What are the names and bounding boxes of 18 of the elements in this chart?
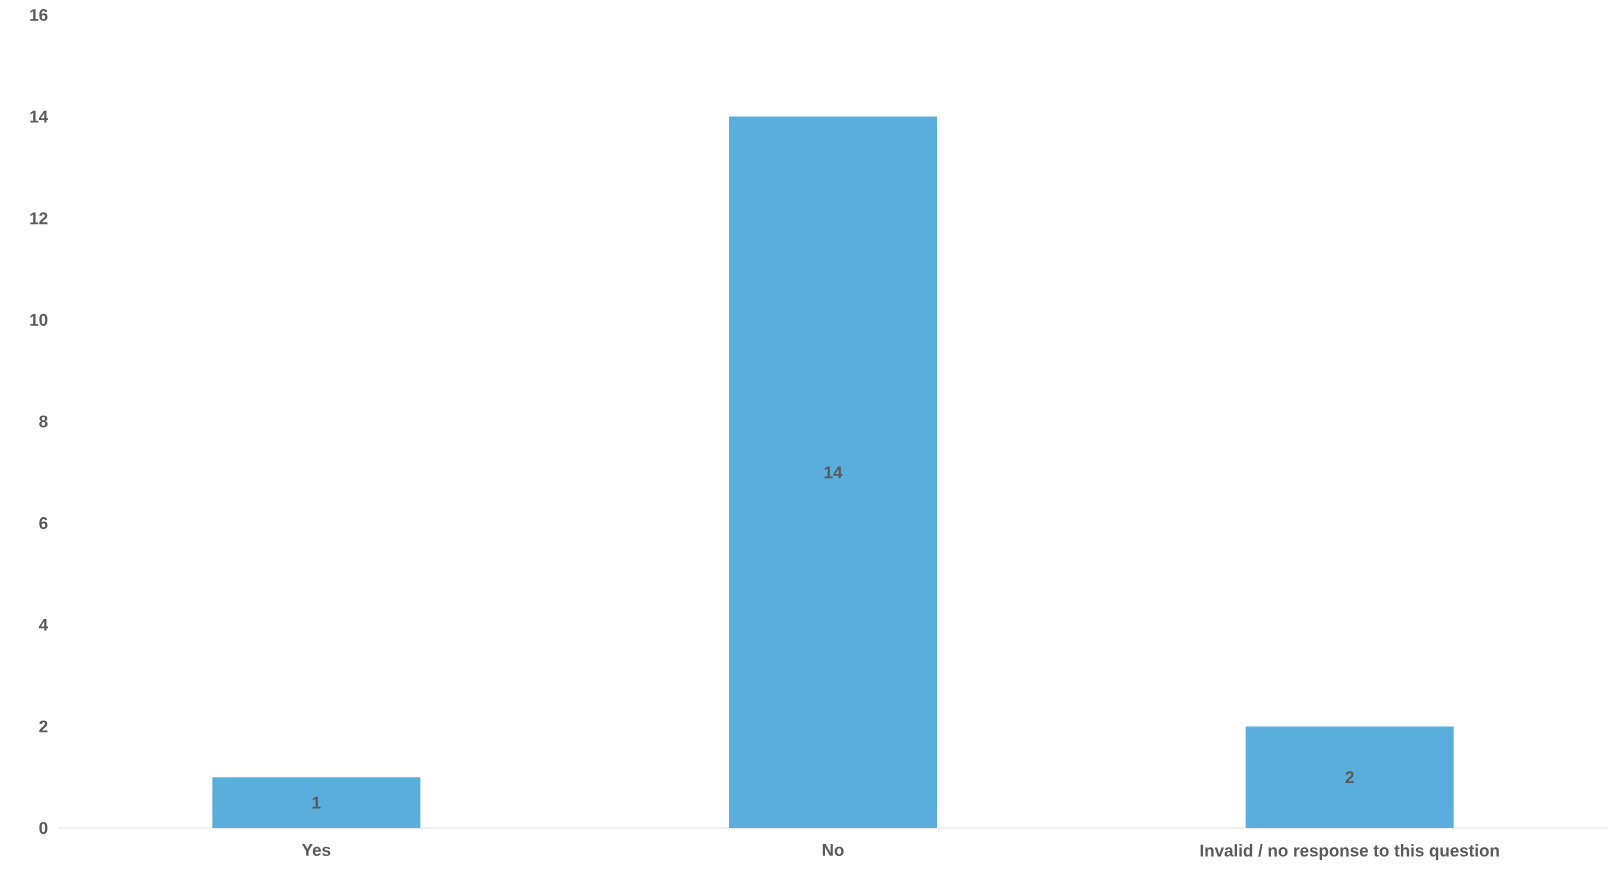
y-tick-label: 0 [39,821,48,835]
y-tick-label: 14 [30,110,49,123]
data-label: 14 [824,466,843,479]
bar [1245,726,1454,828]
data-label: 2 [1345,771,1354,784]
x-tick-label: No [822,844,844,856]
bar [212,777,421,828]
y-tick-label: 2 [39,720,48,733]
y-tick-label: 12 [30,212,48,225]
bar [729,116,938,828]
x-tick-label: Yes [301,844,331,856]
y-tick-label: 8 [39,415,48,428]
y-tick-label: 10 [30,313,48,326]
y-tick-label: 4 [38,618,49,631]
y-tick-label: 16 [30,8,48,22]
data-label: 1 [312,796,321,809]
x-tick-label: Invalid / no response to this question [1200,844,1499,860]
y-tick-label: 6 [39,517,48,530]
